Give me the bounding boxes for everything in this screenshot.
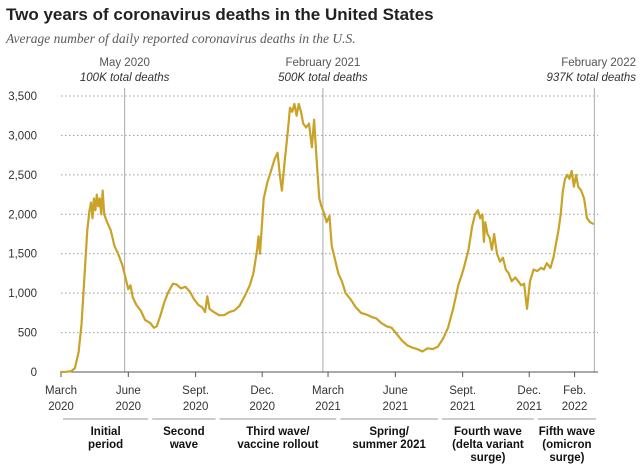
- wave-label: wave: [169, 439, 198, 451]
- wave-label: Fourth wave: [454, 426, 522, 438]
- milestone-label: February 2022: [561, 57, 636, 69]
- wave-label: surge): [549, 452, 584, 464]
- wave-label: (omicron: [542, 439, 591, 451]
- series-layer: [59, 102, 594, 374]
- wave-label: (delta variant: [452, 439, 524, 451]
- chart-subtitle: Average number of daily reported coronav…: [6, 31, 356, 46]
- x-tick-month: March: [45, 385, 77, 397]
- x-tick-year: 2020: [183, 401, 209, 413]
- x-tick-year: 2021: [516, 401, 542, 413]
- x-tick-month: Dec.: [250, 385, 274, 397]
- x-tick-month: June: [116, 385, 141, 397]
- y-tick-label: 2,500: [8, 170, 37, 182]
- wave-label: Third wave/: [246, 426, 310, 438]
- x-tick-year: 2021: [383, 401, 409, 413]
- milestone-total: 100K total deaths: [80, 72, 170, 84]
- x-tick-month: Sept.: [449, 385, 476, 397]
- x-axis-ticks: March 2020 June 2020 Sept. 2020 Dec. 2020 March 2…: [45, 372, 587, 413]
- wave-label: Initial: [91, 426, 121, 438]
- wave-label: vaccine rollout: [237, 439, 318, 451]
- y-tick-label: 2,000: [8, 209, 37, 221]
- x-tick-year: 2020: [116, 401, 142, 413]
- x-tick-year: 2021: [450, 401, 476, 413]
- milestone-label: May 2020: [99, 57, 150, 69]
- wave-label: period: [88, 439, 123, 451]
- x-tick-month: June: [383, 385, 408, 397]
- wave-label: Fifth wave: [539, 426, 595, 438]
- y-tick-label: 500: [18, 328, 37, 340]
- y-tick-label: 1,500: [8, 249, 37, 261]
- x-tick-month: March: [312, 385, 344, 397]
- x-tick-year: 2021: [315, 401, 341, 413]
- chart-title: Two years of coronavirus deaths in the U…: [6, 5, 434, 24]
- milestone-total: 937K total deaths: [546, 72, 636, 84]
- wave-label: summer 2021: [352, 439, 426, 451]
- milestone-total: 500K total deaths: [278, 72, 368, 84]
- x-tick-month: Feb.: [563, 385, 586, 397]
- y-tick-label: 1,000: [8, 288, 37, 300]
- wave-label: Second: [163, 426, 205, 438]
- y-axis-ticks: 0 500 1,000 1,500 2,000 2,500 3,000 3,500: [8, 91, 37, 379]
- x-tick-year: 2022: [562, 401, 588, 413]
- wave-label: Spring/: [369, 426, 409, 438]
- series-line: [59, 102, 594, 374]
- y-tick-label: 3,000: [8, 130, 37, 142]
- x-tick-month: Sept.: [182, 385, 209, 397]
- y-tick-label: 0: [31, 367, 37, 379]
- x-tick-month: Dec.: [517, 385, 541, 397]
- grid-lines: [61, 95, 598, 334]
- wave-label: surge): [470, 452, 505, 464]
- x-tick-year: 2020: [48, 401, 74, 413]
- y-tick-label: 3,500: [8, 91, 37, 103]
- x-tick-year: 2020: [249, 401, 275, 413]
- milestone-label: February 2021: [286, 57, 361, 69]
- milestone-markers: May 2020 100K total deaths February 2021 50…: [80, 57, 636, 372]
